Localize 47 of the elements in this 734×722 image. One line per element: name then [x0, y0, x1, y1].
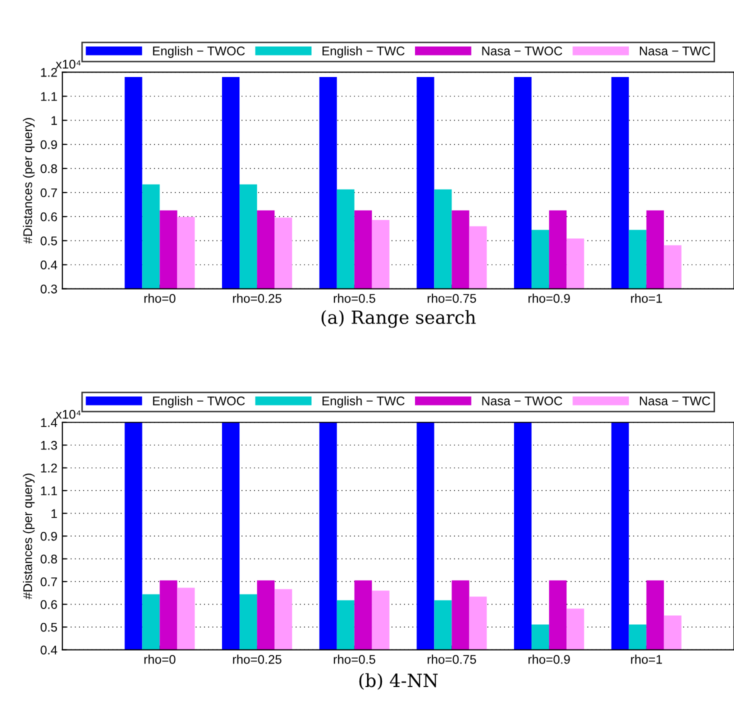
x-tick-label: rho=1 — [631, 294, 662, 303]
y-tick-label: 0.6 — [40, 212, 57, 222]
x-tick-label: rho=0.5 — [334, 654, 376, 664]
x-tick-label: rho=0.75 — [428, 294, 476, 303]
y-axis-title: #Distances (per query) — [22, 118, 35, 244]
x-tick-label: rho=0.25 — [233, 654, 282, 664]
y-tick-label: 0.9 — [40, 532, 57, 541]
y-tick-label: 1.2 — [41, 464, 57, 472]
x-tick-label: rho=0.25 — [233, 294, 282, 303]
y-tick-label: 0.5 — [40, 622, 58, 632]
x-tick-label: rho=0 — [144, 654, 176, 664]
legend-label: English − TWC — [322, 396, 405, 408]
y-tick-label: 0.8 — [40, 164, 57, 174]
y-tick-label: 0.7 — [40, 577, 57, 586]
y-tick-label: 1.4 — [41, 418, 58, 427]
y-tick-label: 0.9 — [40, 140, 57, 150]
legend-label: English − TWOC — [153, 396, 245, 408]
y-tick-label: 1.1 — [41, 92, 57, 101]
x-tick-label: rho=0.9 — [528, 294, 570, 303]
legend-label: English − TWOC — [153, 46, 245, 58]
x-tick-label: rho=1 — [631, 654, 662, 664]
legend-label: English − TWC — [322, 46, 405, 58]
legend-label: Nasa − TWC — [640, 396, 710, 406]
y-tick-label: 0.5 — [40, 236, 58, 246]
text: x10⁴ — [56, 410, 81, 419]
y-tick-label: 0.7 — [40, 188, 57, 198]
y-tick-label: 1.3 — [41, 440, 57, 450]
x-tick-label: rho=0.9 — [528, 654, 570, 664]
x-tick-label: rho=0 — [144, 294, 176, 303]
legend-label: Nasa − TWOC — [482, 396, 562, 406]
y-tick-label: 0.4 — [40, 260, 58, 270]
x-tick-label: rho=0.75 — [428, 654, 476, 664]
y-axis-title: #Distances (per query) — [22, 474, 35, 600]
text: (b) 4-NN — [359, 673, 438, 690]
legend-label: Nasa − TWOC — [482, 46, 562, 56]
y-tick-label: 0.4 — [40, 646, 58, 654]
y-tick-label: 1.1 — [41, 486, 57, 496]
y-tick-label: 1.2 — [41, 68, 57, 77]
y-tick-label: 1 — [52, 116, 57, 125]
y-tick-label: 0.3 — [40, 284, 57, 294]
text: (a) Range search — [322, 310, 476, 328]
legend-label: Nasa − TWC — [640, 46, 710, 56]
y-tick-label: 1 — [52, 509, 57, 518]
y-tick-label: 0.8 — [40, 554, 57, 564]
y-tick-label: 0.6 — [40, 600, 57, 609]
text: x10⁴ — [56, 60, 81, 69]
x-tick-label: rho=0.5 — [334, 294, 376, 303]
